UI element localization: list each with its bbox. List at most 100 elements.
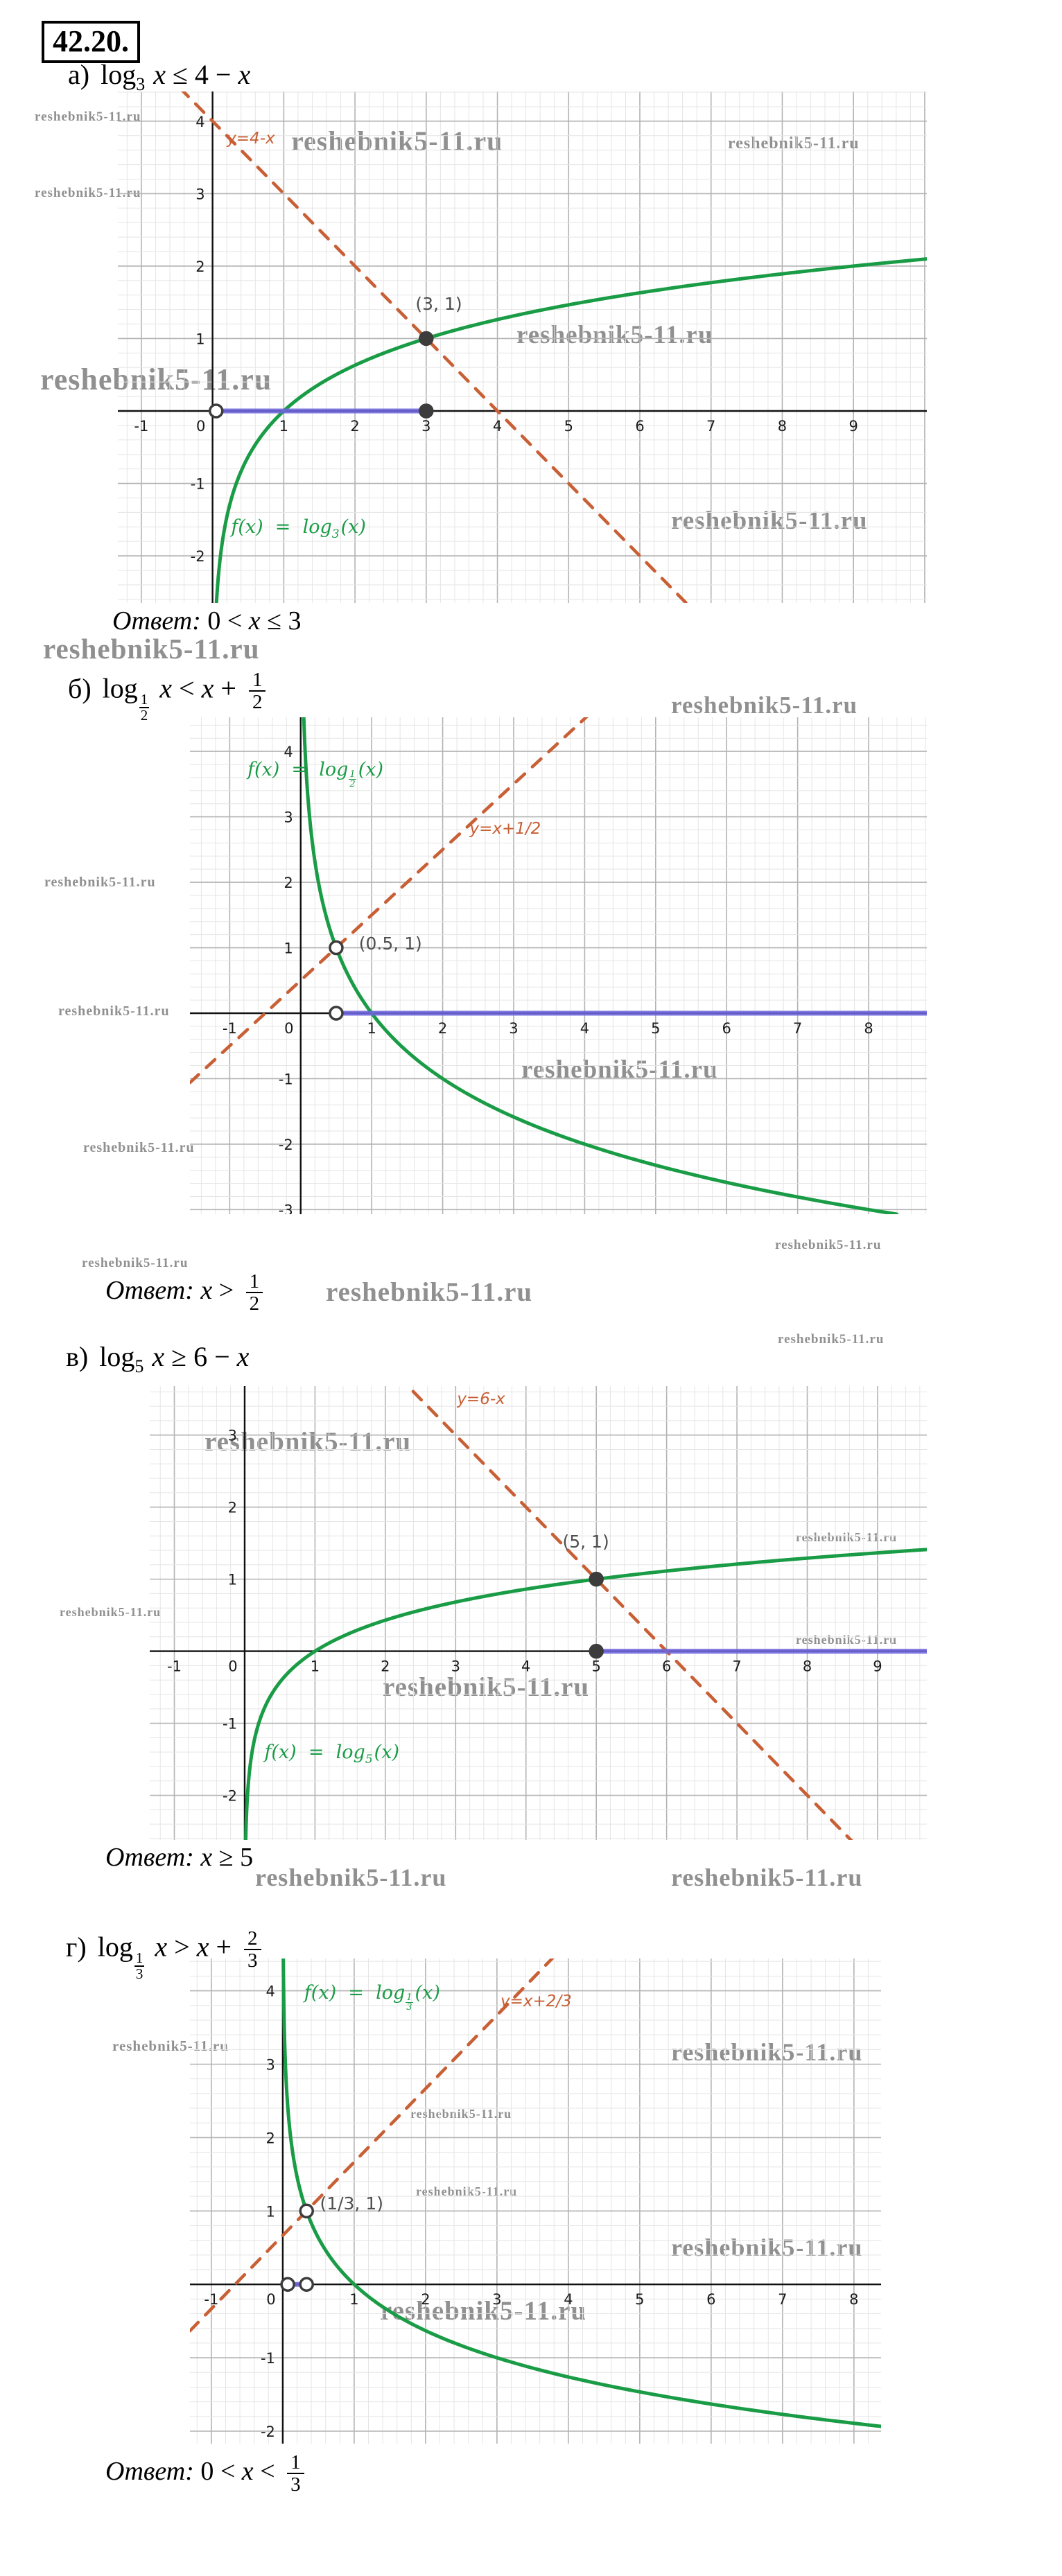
math-token: x xyxy=(318,1981,329,2004)
graph-g: -1 0 1 2 3 4 5 6 7 8 -2 -1 1 2 3 4 xyxy=(190,1959,881,2444)
math-token: x xyxy=(381,1741,392,1763)
curve-label: f(x) = log3(x) xyxy=(231,516,366,541)
watermark: reshebnik5-11.ru xyxy=(728,134,860,152)
log-curve xyxy=(214,257,927,603)
math-token: x xyxy=(348,516,359,538)
x-tick-label: 0 xyxy=(196,418,205,435)
y-tick-label: -1 xyxy=(279,1071,293,1087)
x-tick-label: 1 xyxy=(349,2291,358,2308)
watermark: reshebnik5-11.ru xyxy=(796,1633,898,1647)
math-token: x xyxy=(200,1843,213,1872)
y-tick-label: 2 xyxy=(284,875,293,891)
y-tick-label: -1 xyxy=(191,476,205,493)
watermark: reshebnik5-11.ru xyxy=(778,1332,885,1347)
watermark: reshebnik5-11.ru xyxy=(671,507,868,535)
closed-point-marker xyxy=(419,331,434,347)
math-token xyxy=(194,1843,201,1872)
math-token xyxy=(145,1341,152,1372)
math-token: < xyxy=(172,672,202,704)
math-token: ( xyxy=(340,516,349,538)
math-token: f xyxy=(264,1741,272,1763)
y-tick-label: 4 xyxy=(195,114,204,130)
watermark: reshebnik5-11.ru xyxy=(416,2184,518,2198)
math-token: ) = xyxy=(256,516,303,538)
boundary-line xyxy=(406,1386,853,1840)
closed-point-marker xyxy=(589,1571,604,1587)
tick-labels: -1 0 1 2 3 4 5 6 7 8 -2 -1 1 2 3 4 xyxy=(204,1983,858,2440)
watermark: reshebnik5-11.ru xyxy=(671,692,858,719)
math-token: б) xyxy=(68,672,92,704)
x-tick-label: 0 xyxy=(228,1658,237,1675)
math-token: ( xyxy=(415,1981,423,2004)
math-token: x xyxy=(248,606,261,636)
x-tick-label: 7 xyxy=(793,1020,802,1037)
fraction-denominator: 3 xyxy=(247,1949,258,1972)
math-token: ( xyxy=(311,1981,319,2004)
boundary-line xyxy=(190,717,589,1085)
fraction-numerator: 1 xyxy=(134,1949,145,1967)
math-token: в) xyxy=(66,1341,89,1372)
x-tick-label: 5 xyxy=(651,1020,660,1037)
watermark: reshebnik5-11.ru xyxy=(671,1864,863,1891)
math-token: x xyxy=(241,2457,254,2487)
curve-label: f(x) = log5(x) xyxy=(264,1742,399,1767)
point-label: (0.5, 1) xyxy=(358,933,422,954)
math-token: x xyxy=(159,672,173,704)
answer-line-a: Ответ: 0 < x ≤ 3 xyxy=(112,606,302,636)
log-curve xyxy=(302,717,899,1214)
y-tick-label: 1 xyxy=(284,940,293,957)
part-title-a: а) log3 x ≤ 4 − x xyxy=(68,58,250,95)
x-tick-label: -1 xyxy=(223,1020,237,1037)
watermark: reshebnik5-11.ru xyxy=(43,633,260,665)
point-label: (5, 1) xyxy=(562,1532,609,1552)
math-token: log xyxy=(101,59,137,90)
watermark: reshebnik5-11.ru xyxy=(58,1004,170,1019)
math-token: 5 xyxy=(365,1752,373,1767)
y-tick-label: -1 xyxy=(223,1716,237,1733)
x-tick-label: 6 xyxy=(722,1020,731,1037)
math-token: Ответ: xyxy=(112,606,201,636)
x-tick-label: 2 xyxy=(421,2291,430,2308)
math-token: x xyxy=(200,1276,213,1306)
closed-point-marker xyxy=(589,1643,604,1659)
open-point-marker xyxy=(299,2203,314,2219)
fraction-denominator: 2 xyxy=(252,691,263,714)
math-token: ≤ 3 xyxy=(260,606,302,636)
math-token: ) = xyxy=(329,1981,376,2004)
line-label: y=x+1/2 xyxy=(469,820,541,839)
open-point-marker xyxy=(209,403,224,419)
x-tick-label: 9 xyxy=(849,418,858,435)
y-tick-label: 3 xyxy=(266,2056,275,2073)
x-tick-label: 8 xyxy=(803,1658,812,1675)
math-token: x xyxy=(152,1341,165,1372)
fraction-denominator: 3 xyxy=(406,2001,412,2013)
watermark: reshebnik5-11.ru xyxy=(796,1530,898,1544)
log-curve xyxy=(243,1548,927,1840)
watermark: reshebnik5-11.ru xyxy=(326,1277,533,1307)
math-token: а) xyxy=(68,59,90,90)
x-tick-label: -1 xyxy=(167,1658,182,1675)
math-token: f xyxy=(304,1981,311,2004)
y-tick-label: 4 xyxy=(284,744,293,760)
graph-v: -1 0 1 2 3 4 5 6 7 8 9 -2 -1 1 2 3 xyxy=(150,1386,927,1840)
x-tick-label: 2 xyxy=(350,418,359,435)
y-tick-label: 3 xyxy=(228,1428,237,1444)
x-tick-label: 3 xyxy=(509,1020,518,1037)
math-token: + xyxy=(209,1931,239,1963)
math-token: ≥ 5 xyxy=(212,1843,254,1872)
x-tick-label: 5 xyxy=(635,2291,644,2308)
x-tick-label: 7 xyxy=(778,2291,787,2308)
math-token: ( xyxy=(271,1741,279,1763)
grid-layer xyxy=(190,1959,881,2444)
fraction-numerator: 1 xyxy=(139,690,150,708)
graph-a: -1 0 1 2 3 4 5 6 7 8 9 -2 -1 1 2 3 4 xyxy=(118,91,927,603)
